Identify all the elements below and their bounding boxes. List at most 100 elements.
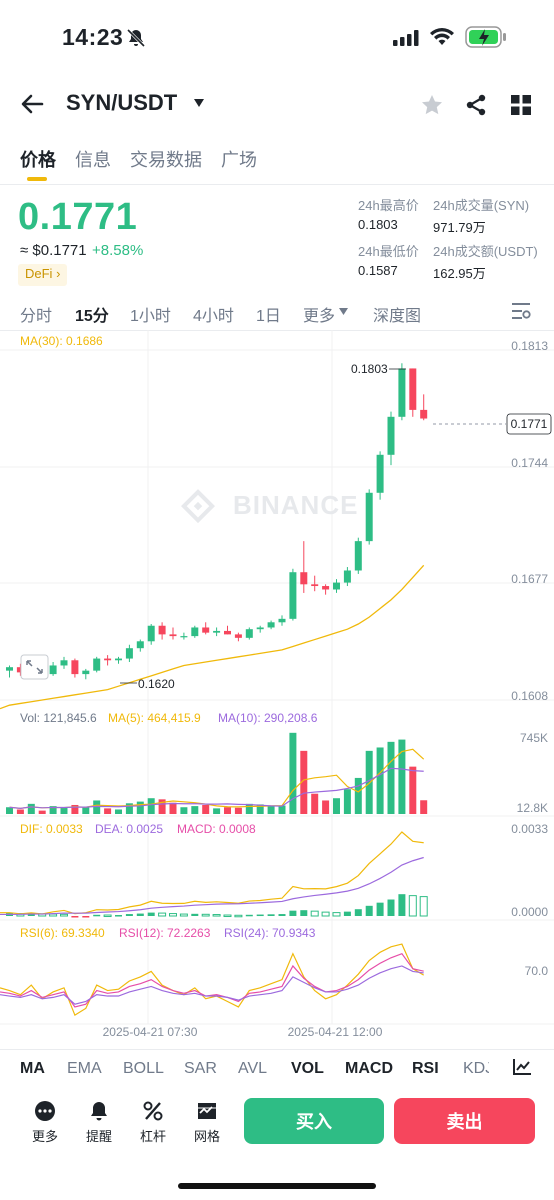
chart-settings-icon[interactable] xyxy=(511,302,531,320)
macd-bar-34 xyxy=(376,902,384,916)
volume-bar-19 xyxy=(213,808,221,814)
volume-bar-8 xyxy=(93,800,101,814)
percent-icon xyxy=(143,1101,163,1121)
top-tabs: 价格 信息 交易数据 广场 xyxy=(0,140,554,184)
interval-more[interactable]: 更多 xyxy=(303,308,336,325)
volume-bar-9 xyxy=(104,808,112,814)
category-badge[interactable]: DeFi › xyxy=(18,264,68,286)
candle-body-6 xyxy=(71,660,79,675)
indicator-kdj[interactable]: KDJ xyxy=(463,1060,489,1077)
macd-bar-7 xyxy=(82,916,90,918)
grid-layout-icon[interactable] xyxy=(510,94,532,116)
macd-bar-18 xyxy=(201,913,210,917)
volume-bar-22 xyxy=(245,803,253,814)
grid-bot-icon xyxy=(198,1103,216,1119)
tab-square[interactable]: 广场 xyxy=(221,150,257,170)
macd-bar-29 xyxy=(321,911,330,917)
candle-body-21 xyxy=(234,634,242,638)
status-bar: 14:23 xyxy=(0,0,554,76)
volume-bar-25 xyxy=(278,805,286,814)
share-icon[interactable] xyxy=(464,93,488,117)
indicator-vol[interactable]: VOL xyxy=(291,1060,324,1077)
buy-label: 买入 xyxy=(296,1112,332,1132)
chart-labels: MA(30): 0.1686 0.1813 0.1744 0.1677 0.16… xyxy=(20,334,552,1039)
macd-bar-8 xyxy=(93,914,101,917)
tab-info[interactable]: 信息 xyxy=(75,150,111,170)
ma30-line xyxy=(0,564,425,710)
more-button[interactable]: 更多 xyxy=(25,1100,65,1145)
macd-bars xyxy=(6,894,428,918)
binance-watermark: BINANCE xyxy=(181,489,357,524)
chart-grid xyxy=(0,330,554,1025)
leverage-button[interactable]: 杠杆 xyxy=(133,1100,173,1145)
candle-body-12 xyxy=(136,641,144,649)
candle-body-11 xyxy=(125,648,133,659)
tab-price[interactable]: 价格 xyxy=(20,150,56,170)
candle-body-18 xyxy=(202,627,210,633)
volume-bar-5 xyxy=(60,807,68,814)
current-price-label: 0.1771 xyxy=(511,417,548,431)
interval-4h[interactable]: 4小时 xyxy=(193,308,234,325)
volume-bar-23 xyxy=(256,804,264,814)
more-caret-icon[interactable] xyxy=(338,307,349,316)
volume-quote-label: 24h成交额(USDT) xyxy=(433,244,538,259)
candle-body-14 xyxy=(158,625,166,635)
volume-bar-31 xyxy=(343,789,351,814)
y-tick-4: 0.1608 xyxy=(511,689,548,703)
indicator-macd[interactable]: MACD xyxy=(345,1060,393,1077)
caret-down-icon[interactable] xyxy=(193,98,205,108)
grid-button[interactable]: 网格 xyxy=(187,1100,227,1145)
indicator-sar[interactable]: SAR xyxy=(184,1060,217,1077)
volume-bar-7 xyxy=(82,806,90,814)
vol-tick-top: 745K xyxy=(520,731,548,745)
indicator-ema[interactable]: EMA xyxy=(67,1060,102,1077)
buy-button[interactable]: 买入 xyxy=(244,1098,384,1144)
interval-depth[interactable]: 深度图 xyxy=(373,308,422,325)
alert-button[interactable]: 提醒 xyxy=(79,1100,119,1145)
interval-1d[interactable]: 1日 xyxy=(256,308,281,325)
candle-body-33 xyxy=(365,492,373,542)
candle-body-16 xyxy=(180,636,188,638)
leverage-label: 杠杆 xyxy=(139,1129,166,1144)
ma30-label: MA(30): 0.1686 xyxy=(20,334,103,348)
low-label: 24h最低价 xyxy=(358,244,419,259)
interval-15m[interactable]: 15分 xyxy=(75,308,109,325)
grid-label: 网格 xyxy=(193,1129,220,1144)
pair-title[interactable]: SYN/USDT xyxy=(66,90,178,115)
candle-body-8 xyxy=(93,658,101,671)
candle-body-15 xyxy=(169,634,177,637)
sell-button[interactable]: 卖出 xyxy=(394,1098,535,1144)
candle-body-4 xyxy=(49,665,57,675)
indicator-chart-icon[interactable] xyxy=(512,1058,532,1076)
candlestick-chart[interactable]: BINANCE MA(30): 0.1686 0.1813 0.1744 0.1… xyxy=(0,330,554,1050)
macd-bar-4 xyxy=(49,913,58,917)
interval-timeline[interactable]: 分时 xyxy=(20,308,53,325)
macd-bar-21 xyxy=(234,914,243,918)
vol-ma5-label: MA(5): 464,415.9 xyxy=(108,711,201,725)
high-label: 24h最高价 xyxy=(358,198,419,213)
back-arrow-icon[interactable] xyxy=(20,93,44,115)
interval-1h[interactable]: 1小时 xyxy=(130,308,171,325)
home-indicator xyxy=(178,1183,376,1189)
indicator-ma[interactable]: MA xyxy=(20,1060,45,1077)
macd-bar-32 xyxy=(354,909,362,916)
volume-bar-21 xyxy=(234,807,242,814)
chart-top-divider xyxy=(0,330,554,331)
indicator-avl[interactable]: AVL xyxy=(238,1060,268,1077)
vol-ma10-line xyxy=(9,767,424,809)
indicator-boll[interactable]: BOLL xyxy=(123,1060,164,1077)
tab-trading-data[interactable]: 交易数据 xyxy=(130,150,202,170)
tabs-divider xyxy=(0,184,554,185)
indicator-rsi[interactable]: RSI xyxy=(412,1060,439,1077)
price-change: +8.58% xyxy=(92,242,144,259)
star-icon[interactable] xyxy=(420,93,444,117)
vol-tick-bottom: 12.8K xyxy=(517,801,548,815)
candle-body-20 xyxy=(224,630,231,635)
x-label-2: 2025-04-21 12:00 xyxy=(288,1025,383,1039)
candle-body-23 xyxy=(256,627,264,630)
macd-bar-27 xyxy=(300,910,308,916)
sell-label: 卖出 xyxy=(446,1112,483,1132)
volume-bar-27 xyxy=(300,750,308,814)
volume-bar-33 xyxy=(365,750,373,814)
macd-bar-6 xyxy=(71,916,79,918)
